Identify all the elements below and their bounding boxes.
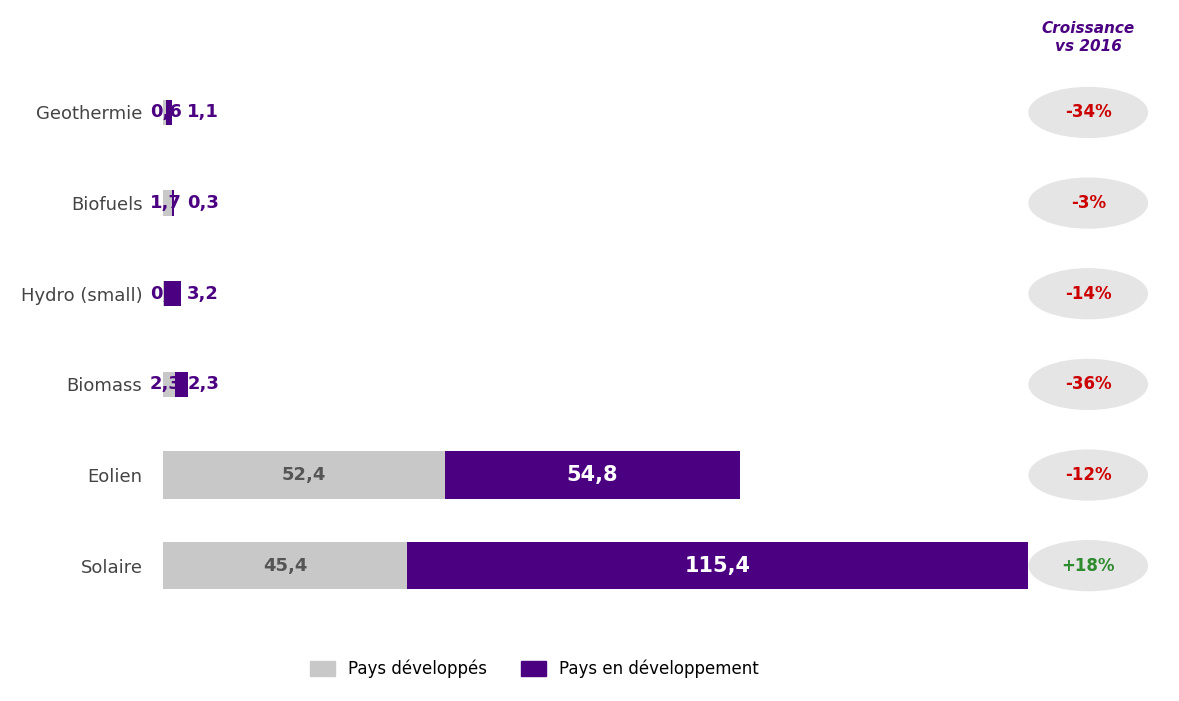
Text: -14%: -14% <box>1065 285 1112 303</box>
Text: 1,7: 1,7 <box>150 194 182 212</box>
Legend: Pays développés, Pays en développement: Pays développés, Pays en développement <box>303 653 765 685</box>
Text: 54,8: 54,8 <box>566 465 618 485</box>
Text: 115,4: 115,4 <box>685 556 751 576</box>
Bar <box>163 372 176 397</box>
Text: 0,2: 0,2 <box>150 285 182 303</box>
Bar <box>163 451 444 498</box>
Ellipse shape <box>1029 450 1147 500</box>
Text: 45,4: 45,4 <box>263 557 308 575</box>
Text: 2,3: 2,3 <box>187 376 219 393</box>
Text: +18%: +18% <box>1061 557 1115 575</box>
Bar <box>163 100 166 125</box>
Text: -34%: -34% <box>1065 104 1112 121</box>
Text: Croissance
vs 2016: Croissance vs 2016 <box>1041 21 1135 53</box>
Ellipse shape <box>1029 178 1147 228</box>
Ellipse shape <box>1029 360 1147 409</box>
Bar <box>163 191 172 216</box>
Text: -3%: -3% <box>1071 194 1106 212</box>
Text: 0,6: 0,6 <box>150 104 182 121</box>
Text: 2,3: 2,3 <box>150 376 182 393</box>
Text: 0,3: 0,3 <box>187 194 219 212</box>
Bar <box>176 372 187 397</box>
Text: 3,2: 3,2 <box>187 285 219 303</box>
Bar <box>407 542 1028 590</box>
Text: 52,4: 52,4 <box>282 466 327 484</box>
Bar <box>163 542 407 590</box>
Text: -36%: -36% <box>1065 376 1112 393</box>
Bar <box>164 281 182 306</box>
Bar <box>166 100 172 125</box>
Ellipse shape <box>1029 268 1147 319</box>
Text: 1,1: 1,1 <box>187 104 219 121</box>
Bar <box>444 451 739 498</box>
Bar <box>172 191 173 216</box>
Ellipse shape <box>1029 540 1147 591</box>
Ellipse shape <box>1029 88 1147 137</box>
Text: -12%: -12% <box>1065 466 1112 484</box>
